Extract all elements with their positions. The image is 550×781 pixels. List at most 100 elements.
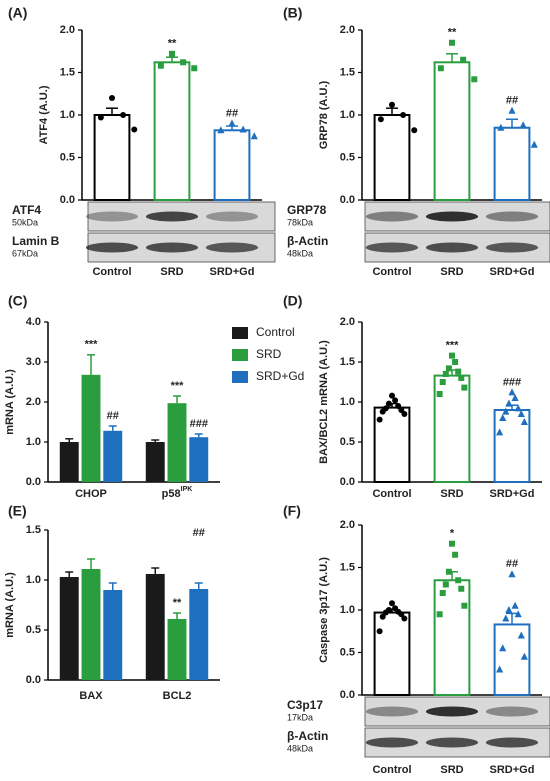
data-point (389, 101, 395, 108)
data-point (180, 59, 187, 66)
data-point (401, 615, 408, 622)
bar (189, 437, 209, 482)
annotation: *** (171, 380, 185, 392)
x-tick-label: SRD+Gd (490, 488, 535, 500)
annotation: ## (506, 95, 518, 107)
data-point (455, 368, 462, 375)
data-point (169, 50, 175, 57)
y-tick-label: 0.0 (26, 674, 41, 686)
data-point (508, 106, 516, 114)
data-point (228, 119, 236, 127)
blot-size: 17kDa (287, 712, 313, 722)
x-tick-text: CHOP (75, 488, 107, 500)
y-tick-label: 1.0 (340, 396, 355, 408)
panel-label: (B) (283, 5, 302, 21)
blot-band (365, 706, 419, 717)
y-axis-label: GRP78 (A.U.) (318, 80, 330, 149)
blot-band (85, 211, 139, 222)
data-point (502, 614, 510, 622)
data-point (389, 600, 395, 607)
x-tick-label: Control (372, 488, 411, 500)
legend-swatch (232, 349, 248, 361)
data-point (439, 379, 446, 385)
y-tick-label: 4.0 (26, 316, 41, 328)
data-point (461, 384, 468, 391)
data-point (377, 116, 384, 123)
panel-label: (F) (283, 503, 301, 519)
data-point (250, 132, 258, 140)
bar (81, 569, 101, 680)
data-point (392, 397, 399, 404)
bar (93, 114, 131, 201)
annotation: ## (107, 410, 119, 422)
blot-protein: GRP78 (287, 203, 327, 217)
data-point (502, 407, 510, 415)
x-tick-label: p58IPK (162, 486, 193, 500)
y-tick-label: 1.0 (60, 109, 75, 121)
data-point (382, 609, 389, 616)
x-tick-superscript: IPK (181, 486, 193, 493)
data-point (505, 606, 513, 613)
y-axis-label: mRNA (A.U.) (4, 572, 16, 638)
y-tick-label: 2.0 (60, 24, 75, 36)
x-tick-label: SRD+Gd (210, 266, 255, 278)
x-tick-label: SRD (440, 488, 463, 500)
data-point (442, 371, 449, 377)
data-point (517, 631, 525, 639)
bar (433, 579, 471, 696)
data-point (436, 391, 443, 397)
y-tick-label: 1.5 (340, 66, 355, 78)
bar (213, 129, 251, 201)
data-point (411, 127, 418, 134)
data-point (460, 56, 467, 63)
x-tick-label: Control (372, 764, 411, 776)
y-tick-label: 0.0 (60, 194, 75, 206)
data-point (439, 590, 446, 596)
data-point (442, 581, 449, 588)
data-point (379, 613, 386, 620)
y-tick-label: 1.0 (340, 604, 355, 616)
blot-protein: Lamin B (12, 234, 60, 248)
blot-band (205, 242, 259, 253)
data-point (458, 585, 465, 592)
bar (59, 442, 79, 482)
annotation: ** (173, 597, 182, 609)
data-point (530, 140, 538, 148)
data-point (511, 394, 519, 401)
blot-band (425, 706, 479, 717)
x-tick-label: Control (372, 266, 411, 278)
bar (81, 374, 101, 482)
bar (145, 574, 165, 680)
blot-band (145, 242, 199, 253)
data-point (452, 359, 459, 365)
data-point (379, 408, 386, 415)
y-tick-label: 1.5 (340, 356, 355, 368)
blot-band (425, 211, 479, 222)
x-tick-label: SRD (160, 266, 183, 278)
data-point (401, 411, 408, 417)
data-point (398, 611, 405, 618)
data-point (437, 65, 444, 72)
data-point (239, 125, 247, 133)
data-point (520, 418, 528, 425)
y-tick-label: 0.5 (340, 436, 355, 448)
data-point (445, 568, 452, 575)
data-point (458, 375, 465, 381)
y-tick-label: 0.0 (340, 689, 355, 701)
blot-band (485, 242, 539, 253)
blot-protein: β-Actin (287, 729, 328, 743)
y-tick-label: 0.0 (340, 476, 355, 488)
x-tick-label: SRD+Gd (490, 266, 535, 278)
data-point (452, 551, 459, 558)
data-point (497, 123, 505, 131)
y-axis-label: Caspase 3p17 (A.U.) (318, 557, 330, 663)
annotation: ### (503, 376, 521, 388)
y-tick-label: 2.0 (340, 519, 355, 531)
annotation: ### (190, 418, 208, 430)
annotation: ## (506, 558, 518, 570)
bar (103, 430, 123, 482)
data-point (499, 414, 507, 421)
annotation: ## (226, 107, 238, 119)
legend-label: Control (256, 325, 295, 339)
data-point (376, 416, 383, 423)
